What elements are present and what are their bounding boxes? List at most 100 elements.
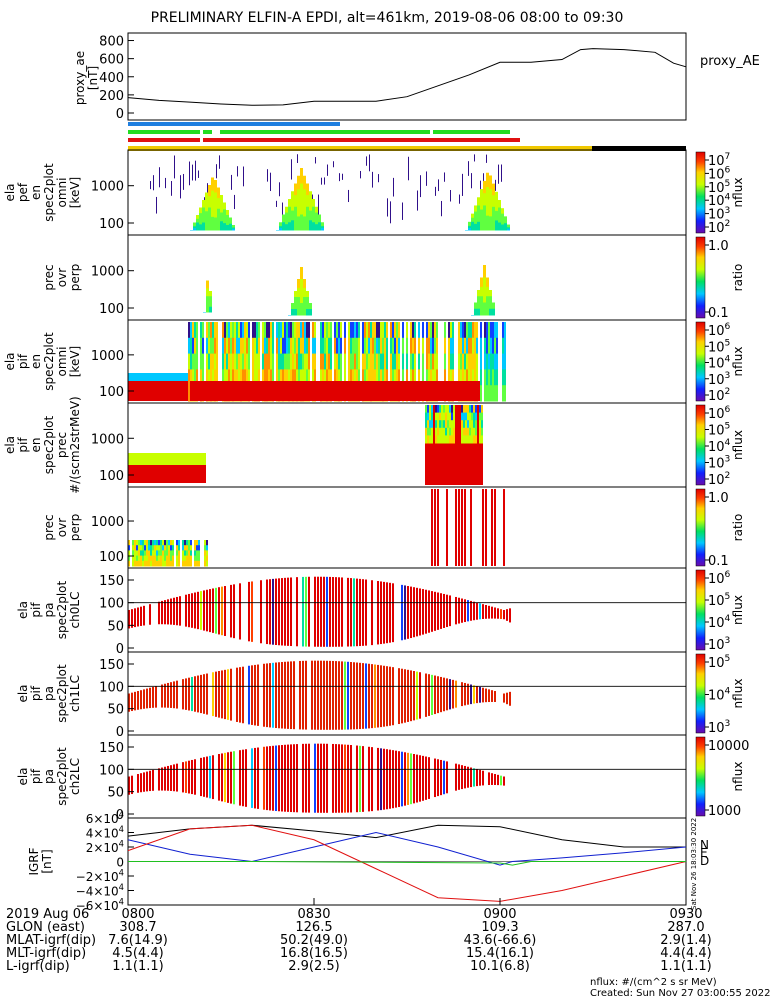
spectrogram-cell bbox=[212, 672, 214, 717]
spectrogram-cell bbox=[150, 545, 152, 551]
spectrogram-cell bbox=[477, 221, 480, 231]
spectrogram-cell bbox=[211, 216, 214, 231]
spectrogram-cell bbox=[194, 560, 196, 567]
spectrogram-cell bbox=[486, 322, 488, 339]
spectrogram-cell bbox=[155, 686, 157, 708]
spectrogram-cell bbox=[362, 746, 364, 812]
ephemeris-value: 0900 bbox=[483, 907, 516, 922]
spectrogram-cell bbox=[152, 545, 154, 551]
spectrogram-cell bbox=[434, 591, 436, 631]
spectrogram-cell bbox=[131, 609, 133, 628]
spectrogram-cell bbox=[287, 744, 289, 812]
spectrogram-cell bbox=[425, 589, 427, 634]
spectrogram-cell bbox=[294, 353, 296, 370]
spectrogram-cell bbox=[413, 671, 415, 721]
spectrogram-cell bbox=[504, 353, 506, 370]
spectrogram-cell bbox=[239, 667, 241, 723]
spectrogram-cell bbox=[443, 412, 445, 421]
spectrogram-cell bbox=[475, 435, 477, 444]
spectrogram-cell bbox=[164, 683, 166, 708]
spectrogram-cell bbox=[224, 369, 226, 386]
spectrogram-cell bbox=[458, 337, 460, 355]
spectrogram-cell bbox=[502, 337, 504, 355]
spectrogram-cell bbox=[287, 661, 289, 729]
spectrogram-cell bbox=[179, 596, 181, 626]
spectrogram-cell bbox=[262, 322, 264, 339]
y-axis-unit: [nT] bbox=[86, 66, 100, 90]
spectrogram-cell bbox=[182, 560, 184, 567]
igrf-series-line bbox=[127, 824, 686, 848]
spectrogram-cell bbox=[491, 606, 493, 619]
spectrogram-cell bbox=[461, 435, 463, 444]
spectrogram-cell bbox=[323, 743, 325, 813]
spectrogram-cell bbox=[495, 220, 498, 231]
spectrogram-cell bbox=[450, 322, 452, 339]
spectrogram-cell bbox=[473, 420, 475, 429]
spectrogram-cell bbox=[165, 177, 166, 189]
spectrogram-cell bbox=[481, 427, 483, 436]
spectrogram-cell bbox=[291, 159, 292, 180]
spectrogram-cell bbox=[401, 751, 403, 807]
spectrogram-cell bbox=[498, 200, 501, 208]
spectrogram-cell bbox=[372, 171, 373, 188]
spectrogram-cell bbox=[182, 540, 184, 546]
spectrogram-cell bbox=[230, 584, 232, 638]
spectrogram-cell bbox=[152, 550, 154, 557]
spectrogram-cell bbox=[212, 353, 214, 370]
spectrogram-cell bbox=[269, 579, 271, 645]
spectrogram-cell bbox=[256, 369, 258, 386]
spectrogram-cell bbox=[427, 405, 429, 414]
spectrogram-cell bbox=[443, 760, 445, 795]
spectrogram-cell bbox=[429, 420, 431, 429]
spectrogram-cell bbox=[208, 196, 211, 208]
spectrogram-cell bbox=[462, 353, 464, 370]
spectrogram-cell bbox=[136, 545, 138, 551]
spectrogram-cell bbox=[323, 576, 325, 647]
spectrogram-cell bbox=[188, 385, 190, 402]
spectrogram-cell bbox=[206, 369, 208, 386]
spectrogram-cell bbox=[158, 601, 160, 625]
spectrogram-cell bbox=[445, 420, 447, 429]
spectrogram-cell bbox=[202, 322, 204, 339]
spectrogram-cell bbox=[464, 489, 466, 566]
spectrogram-cell bbox=[152, 686, 154, 708]
colorbar bbox=[695, 653, 706, 734]
spectrogram-cell bbox=[206, 322, 208, 339]
spectrogram-cell bbox=[317, 660, 319, 730]
spectrogram-cell bbox=[338, 661, 340, 730]
spectrogram-cell bbox=[418, 369, 420, 386]
spectrogram-cell bbox=[269, 746, 271, 811]
spectrogram-cell bbox=[208, 322, 210, 339]
spectrogram-cell bbox=[419, 755, 421, 802]
spectrogram-cell bbox=[158, 545, 160, 551]
spectrogram-cell bbox=[282, 222, 285, 227]
spectrogram-cell bbox=[469, 412, 471, 421]
spectrogram-cell bbox=[436, 369, 438, 386]
spectrogram-cell bbox=[270, 172, 271, 192]
spectrogram-cell bbox=[483, 180, 486, 194]
spectrogram-cell bbox=[507, 227, 510, 230]
spectrogram-cell bbox=[455, 596, 457, 625]
spectrogram-cell bbox=[218, 671, 220, 718]
spectrogram-cell bbox=[404, 669, 406, 723]
spectrogram-cell bbox=[234, 322, 236, 339]
spectrogram-cell bbox=[469, 427, 471, 436]
spectrogram-cell bbox=[444, 353, 446, 370]
ephemeris-row-label: MLAT-igrf(dip) bbox=[6, 933, 96, 948]
spectrogram-cell bbox=[270, 369, 272, 386]
colorbar bbox=[695, 569, 706, 651]
spectrogram-cell bbox=[350, 578, 352, 647]
spectrogram-cell bbox=[425, 427, 427, 436]
spectrogram-cell bbox=[285, 206, 288, 214]
spectrogram-cell bbox=[358, 369, 360, 386]
legend-entry: D bbox=[700, 854, 709, 868]
spectrogram-cell bbox=[290, 337, 292, 355]
y-tick-label: 0 bbox=[116, 856, 124, 870]
spectrogram-cell bbox=[410, 369, 412, 386]
spectrogram-cell bbox=[380, 581, 382, 645]
spectrogram-cell bbox=[492, 322, 494, 339]
spectrogram-cell bbox=[212, 322, 214, 339]
spectrogram-cell bbox=[278, 745, 280, 812]
spectrogram-cell bbox=[483, 193, 486, 206]
